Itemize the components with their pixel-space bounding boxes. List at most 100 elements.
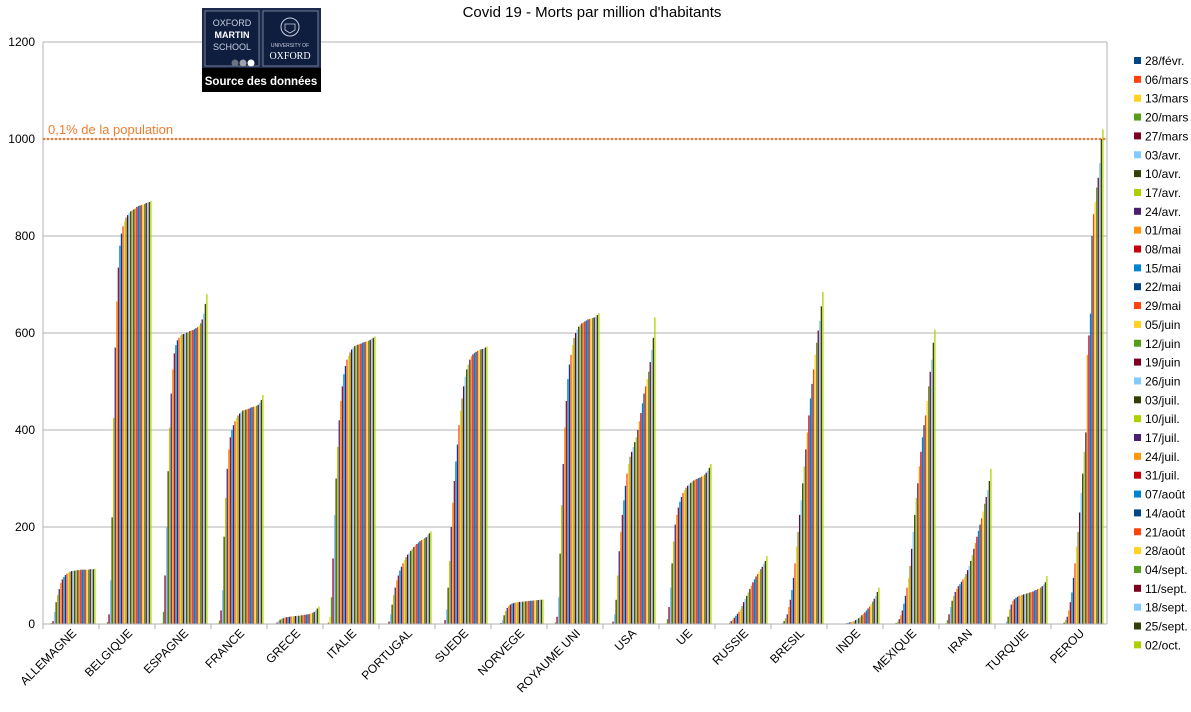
bar <box>411 548 413 624</box>
bar <box>113 417 115 625</box>
bar <box>685 487 687 624</box>
bar <box>967 570 969 624</box>
bar-group-ue <box>663 463 712 625</box>
bar <box>142 204 144 625</box>
bar <box>249 407 252 624</box>
bar <box>561 505 563 624</box>
bar <box>929 371 931 624</box>
bar <box>424 538 426 624</box>
bar <box>83 569 85 624</box>
legend-item: 11/sept. <box>1145 582 1187 596</box>
bar <box>419 541 421 624</box>
bar <box>396 580 398 624</box>
bar-group-perou <box>1060 129 1104 625</box>
bar <box>200 323 202 624</box>
bar <box>1035 590 1037 624</box>
bar <box>223 536 225 624</box>
bar <box>556 616 558 624</box>
bar <box>374 336 376 624</box>
bar <box>960 581 963 624</box>
bar <box>973 548 975 624</box>
legend-item: 03/avr. <box>1145 148 1181 162</box>
bar <box>914 514 916 625</box>
bar <box>447 587 449 625</box>
bar <box>876 591 878 624</box>
bar <box>741 606 743 624</box>
bar <box>697 478 700 624</box>
bar <box>1007 616 1009 624</box>
bar <box>613 614 616 624</box>
x-category-label: PORTUGAL <box>359 626 416 683</box>
bar <box>388 621 390 624</box>
bar <box>620 531 622 624</box>
bar <box>624 485 627 624</box>
bar <box>63 576 65 624</box>
bar <box>78 570 81 624</box>
bar <box>201 319 203 624</box>
bar <box>707 470 709 624</box>
bar <box>646 379 648 624</box>
bar <box>738 611 740 625</box>
y-tick-label: 600 <box>15 326 35 340</box>
bar <box>293 616 295 624</box>
bar <box>416 543 418 624</box>
x-category-label: TURQUIE <box>983 626 1031 674</box>
bar <box>1043 584 1045 624</box>
bar <box>128 212 130 624</box>
bar <box>811 383 813 624</box>
bar <box>470 356 473 624</box>
bar <box>403 559 406 624</box>
bar <box>1016 596 1019 624</box>
bar <box>420 540 423 624</box>
bar <box>948 614 950 624</box>
bar <box>308 613 311 624</box>
bar <box>959 584 961 624</box>
bar <box>72 570 74 624</box>
x-category-label: ITALIE <box>324 626 359 661</box>
logo-dot-2 <box>239 59 247 67</box>
bar-group-mexique <box>892 329 936 625</box>
bar <box>764 560 766 624</box>
bar <box>752 582 754 624</box>
bar <box>673 541 675 624</box>
bar <box>332 558 334 624</box>
bar <box>1033 590 1036 624</box>
bar <box>1069 602 1071 624</box>
bar <box>816 342 818 624</box>
bar <box>855 620 857 624</box>
bar <box>192 330 194 624</box>
bar <box>985 496 987 624</box>
legend-swatch <box>1134 415 1141 423</box>
bar <box>312 612 314 624</box>
legend-swatch <box>1134 565 1141 573</box>
bar <box>528 600 530 624</box>
bar <box>912 531 914 624</box>
bar <box>503 615 505 624</box>
bar <box>783 621 785 624</box>
bar <box>458 425 460 624</box>
bar <box>623 500 625 624</box>
bar <box>315 610 317 624</box>
x-category-label: PEROU <box>1047 626 1087 666</box>
x-category-label: ALLEMAGNE <box>17 626 79 688</box>
bar <box>666 619 669 624</box>
bar <box>116 301 118 624</box>
bar <box>237 415 239 624</box>
bar <box>931 359 933 624</box>
bar <box>344 365 347 624</box>
bar <box>643 393 645 625</box>
bar <box>710 463 712 624</box>
bar <box>251 407 253 624</box>
bar <box>389 614 392 624</box>
bar <box>848 622 851 624</box>
bar <box>508 606 510 624</box>
bar <box>805 449 807 624</box>
bar <box>557 597 560 624</box>
bar <box>183 333 185 624</box>
bar <box>122 226 124 625</box>
logo-univ2: OXFORD <box>269 51 310 62</box>
legend-swatch <box>1134 641 1141 649</box>
bar <box>634 442 636 625</box>
bar <box>957 586 959 624</box>
bar <box>463 386 465 624</box>
